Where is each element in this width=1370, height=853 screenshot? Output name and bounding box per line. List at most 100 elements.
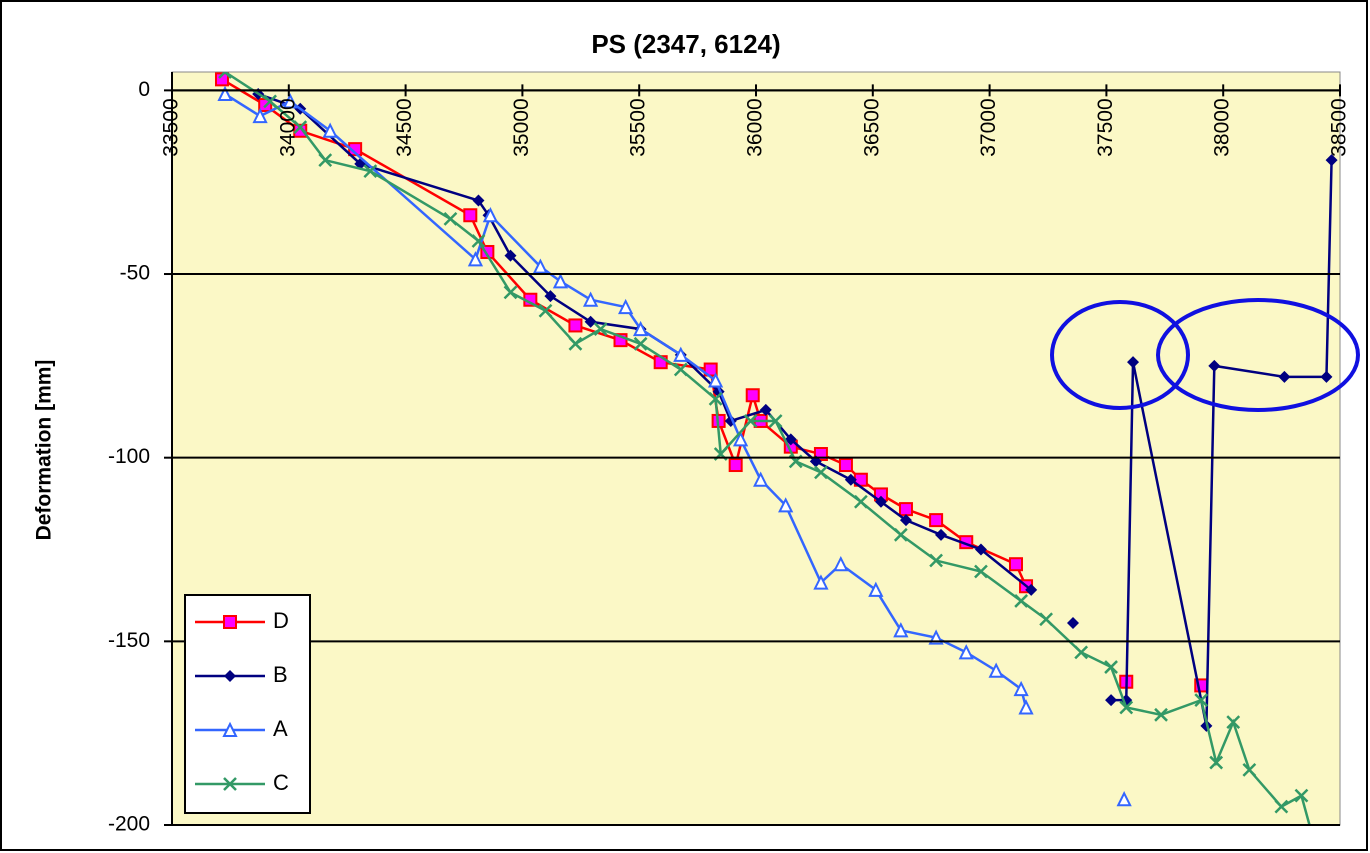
marker xyxy=(833,555,849,572)
x-tick-label: 37000 xyxy=(977,98,1000,156)
marker xyxy=(252,107,268,124)
x-tick-label: 35500 xyxy=(627,98,650,156)
y-tick-label: 0 xyxy=(138,78,150,101)
marker xyxy=(899,514,912,527)
marker xyxy=(217,85,233,102)
marker xyxy=(707,372,724,388)
marker xyxy=(1104,660,1118,674)
plot xyxy=(214,72,1338,825)
marker xyxy=(472,194,485,207)
marker xyxy=(1039,612,1054,627)
marker xyxy=(1325,154,1338,167)
marker xyxy=(703,362,718,377)
marker xyxy=(974,543,987,556)
marker xyxy=(1008,557,1023,572)
x-tick-label: 38000 xyxy=(1211,98,1234,156)
marker xyxy=(568,318,583,333)
marker xyxy=(618,298,634,315)
marker xyxy=(929,513,944,528)
marker xyxy=(263,94,277,109)
chart-title: PS (2347, 6124) xyxy=(591,29,780,59)
marker xyxy=(223,615,237,629)
marker xyxy=(1320,370,1333,383)
marker xyxy=(893,527,908,542)
marker xyxy=(745,388,760,403)
annotation-ellipse xyxy=(1050,300,1190,410)
marker xyxy=(854,494,868,509)
marker xyxy=(1025,583,1038,596)
legend-label: D xyxy=(273,608,289,633)
marker xyxy=(467,251,484,267)
marker xyxy=(935,528,948,541)
marker xyxy=(784,433,797,446)
marker xyxy=(1208,359,1221,372)
x-tick-label: 33500 xyxy=(160,98,183,156)
x-tick-label: 37500 xyxy=(1094,98,1117,156)
marker xyxy=(222,721,238,737)
x-tick-label: 34000 xyxy=(276,98,299,156)
marker xyxy=(282,93,298,109)
marker xyxy=(759,403,772,416)
marker xyxy=(743,414,758,428)
marker xyxy=(1127,356,1140,369)
plot-area xyxy=(171,71,1341,826)
y-axis-label: Deformation [mm] xyxy=(33,360,56,541)
marker xyxy=(868,581,884,597)
marker xyxy=(958,644,974,660)
legend-label: C xyxy=(273,770,289,795)
marker xyxy=(1242,763,1257,777)
marker xyxy=(732,431,749,447)
marker xyxy=(844,473,857,486)
marker xyxy=(814,465,828,480)
marker xyxy=(1226,715,1241,730)
marker xyxy=(443,212,458,226)
marker xyxy=(463,208,478,223)
marker xyxy=(898,502,913,517)
marker xyxy=(218,72,232,79)
y-tick-label: -200 xyxy=(108,813,150,836)
annotation-ellipse xyxy=(1156,298,1360,412)
marker xyxy=(768,414,783,428)
marker xyxy=(293,123,308,138)
marker xyxy=(778,497,794,513)
marker xyxy=(632,320,649,337)
marker xyxy=(813,574,829,590)
marker xyxy=(1013,680,1029,697)
marker xyxy=(593,322,608,337)
marker xyxy=(584,315,597,328)
marker xyxy=(322,122,338,138)
marker xyxy=(582,291,599,307)
marker xyxy=(1274,799,1289,814)
y-tick-label: -150 xyxy=(108,629,150,652)
marker xyxy=(1074,645,1089,660)
marker xyxy=(1294,788,1309,803)
y-tick-label: -50 xyxy=(120,262,150,285)
marker xyxy=(1116,791,1132,807)
marker xyxy=(538,303,553,318)
marker xyxy=(974,564,988,579)
marker xyxy=(728,458,743,473)
marker xyxy=(532,258,549,274)
marker xyxy=(753,471,769,487)
marker xyxy=(673,346,689,362)
marker xyxy=(893,622,909,638)
marker xyxy=(1066,616,1079,629)
marker xyxy=(1194,693,1209,707)
marker xyxy=(1018,699,1034,715)
marker xyxy=(929,553,943,568)
marker xyxy=(673,362,688,377)
x-tick-label: 38500 xyxy=(1328,98,1351,156)
marker xyxy=(874,495,887,508)
marker xyxy=(363,164,378,179)
marker xyxy=(293,120,308,134)
marker xyxy=(568,336,583,351)
legend-label: A xyxy=(273,716,288,741)
marker xyxy=(988,662,1004,678)
marker xyxy=(223,777,237,791)
marker xyxy=(1119,700,1134,715)
legend-label: B xyxy=(273,662,288,687)
marker xyxy=(503,285,518,300)
x-tick-label: 35000 xyxy=(510,98,533,156)
